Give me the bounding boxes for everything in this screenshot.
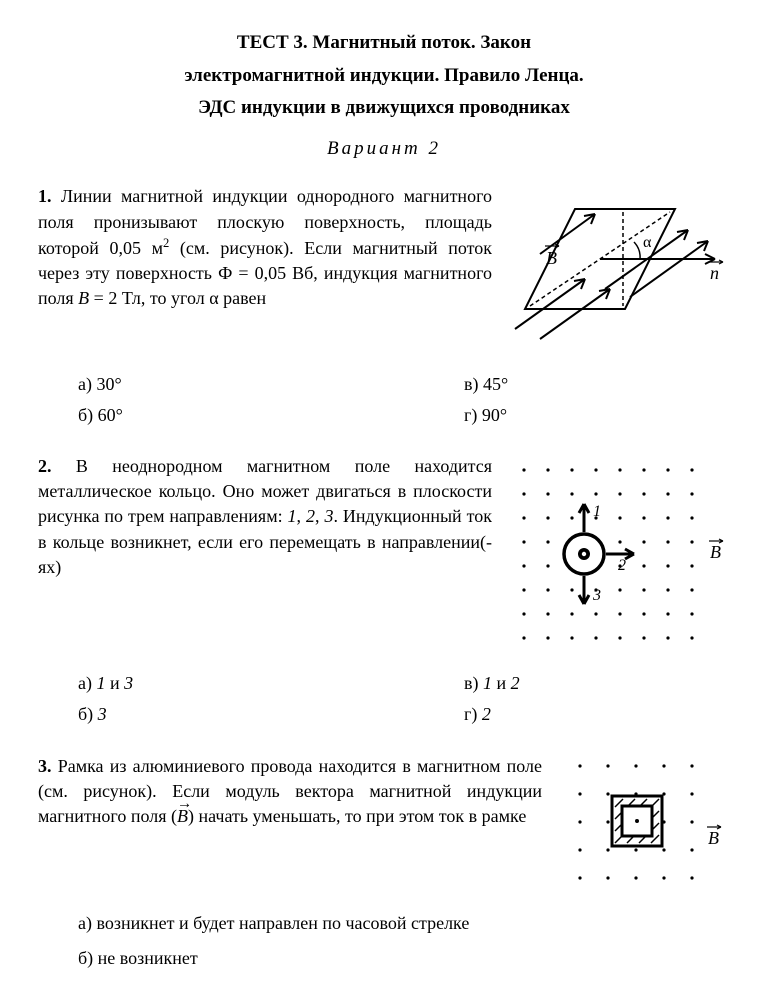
q2-dir2: 2 xyxy=(618,557,626,574)
q1-opt-b: б) 60° xyxy=(78,403,344,428)
q1-body: Линии магнитной индукции одно­родного ма… xyxy=(38,186,492,308)
q1-alpha-label: α xyxy=(643,234,652,251)
q1-B-label: B xyxy=(546,248,557,268)
q2-options: а) 1 и 3 в) 1 и 2 б) 3 г) 2 xyxy=(38,671,730,727)
q3-figure: B xyxy=(560,754,730,901)
q1-figure: B n α xyxy=(510,184,730,361)
q1-opt-g: г) 90° xyxy=(464,403,730,428)
q2-opt-v: в) 1 и 2 xyxy=(464,671,730,696)
question-3: 3. Рамка из алюминиевого провода на­ходи… xyxy=(38,754,730,901)
q2-opt-b: б) 3 xyxy=(78,702,344,727)
q2-figure: 1 2 3 B xyxy=(510,454,730,661)
q1-num: 1. xyxy=(38,186,52,206)
title-line-3: ЭДС индукции в движущихся проводниках xyxy=(38,95,730,122)
q3-B-label: B xyxy=(708,828,719,848)
variant-label: Вариант 2 xyxy=(38,136,730,163)
q2-body: В неоднородном магнитном поле на­ходится… xyxy=(38,456,492,577)
question-3-text: 3. Рамка из алюминиевого провода на­ходи… xyxy=(38,754,542,830)
q1-opt-a: а) 30° xyxy=(78,372,344,397)
q3-body: Рамка из алюминиевого провода на­ходится… xyxy=(38,756,542,826)
title-line-1: ТЕСТ 3. Магнитный поток. Закон xyxy=(38,30,730,57)
q1-options: а) 30° в) 45° б) 60° г) 90° xyxy=(38,372,730,428)
question-1-text: 1. Линии магнитной индукции одно­родного… xyxy=(38,184,492,311)
q3-opt-b: б) не возникнет xyxy=(38,946,730,971)
question-1: 1. Линии магнитной индукции одно­родного… xyxy=(38,184,730,361)
q1-n-label: n xyxy=(710,263,719,283)
q2-num: 2. xyxy=(38,456,52,476)
question-2-text: 2. В неоднородном магнитном поле на­ходи… xyxy=(38,454,492,580)
q2-dir1: 1 xyxy=(593,503,601,520)
q3-opt-a: а) возникнет и будет направлен по часово… xyxy=(38,911,730,936)
q2-opt-a: а) 1 и 3 xyxy=(78,671,344,696)
q3-num: 3. xyxy=(38,756,52,776)
q2-dir3: 3 xyxy=(592,587,601,604)
question-2: 2. В неоднородном магнитном поле на­ходи… xyxy=(38,454,730,661)
q1-opt-v: в) 45° xyxy=(464,372,730,397)
q2-B-label: B xyxy=(710,542,721,562)
title-line-2: электромагнитной индукции. Правило Ленца… xyxy=(38,63,730,90)
q2-opt-g: г) 2 xyxy=(464,702,730,727)
